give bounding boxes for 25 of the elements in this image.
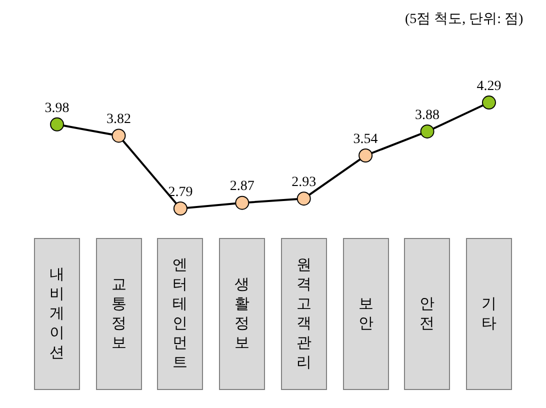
- point: [482, 96, 496, 110]
- x-tick-label: 보안: [358, 296, 374, 332]
- data-label: 4.29: [476, 78, 502, 94]
- point: [173, 201, 188, 216]
- text: (5점 척도, 단위: 점): [405, 12, 524, 27]
- x-tick-label: 생활정보: [234, 276, 250, 352]
- x-tick-label: 기타: [482, 296, 496, 332]
- data-label: 2.93: [292, 174, 316, 190]
- x-tick-label: 안전: [420, 296, 434, 332]
- x-tick-label: 교통정보: [112, 276, 126, 352]
- point: [112, 128, 126, 143]
- point: [420, 124, 434, 138]
- data-label: 3.82: [106, 112, 131, 128]
- data-label: 2.87: [230, 179, 254, 194]
- x-tick-label: 내비게이션: [50, 267, 64, 361]
- x-tick-label: 엔터테인먼트: [172, 257, 188, 371]
- point: [358, 148, 373, 162]
- point: [50, 117, 64, 132]
- data-label: 3.98: [44, 100, 70, 116]
- x-tick-label: 원격고객관리: [296, 257, 312, 371]
- point: [296, 192, 311, 206]
- data-label: 3.88: [415, 108, 440, 123]
- point: [235, 196, 250, 210]
- data-label: 2.79: [168, 184, 193, 200]
- data-label: 3.54: [353, 132, 378, 147]
